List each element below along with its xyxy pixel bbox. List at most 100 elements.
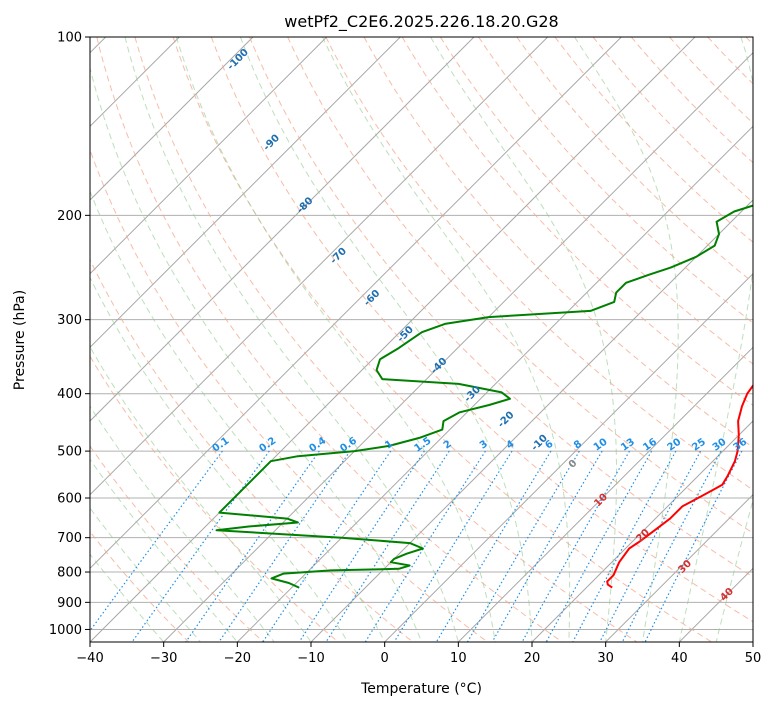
isotherm [163, 51, 753, 642]
traces [215, 204, 753, 589]
dry-adiabat [745, 37, 753, 46]
mixing-ratio-line [393, 450, 513, 642]
y-tick-label: 1000 [49, 623, 82, 638]
dry-adiabat [287, 37, 753, 534]
x-tick-label: −20 [224, 651, 251, 666]
x-tick-label: −40 [76, 651, 103, 666]
x-axis-label: Temperature (°C) [360, 681, 482, 697]
moist-adiabat [430, 37, 617, 642]
y-tick-label: 700 [57, 531, 82, 546]
dry-adiabat [172, 37, 713, 642]
dry-adiabat-label: -60 [362, 288, 383, 309]
dry-adiabat [210, 37, 753, 623]
moist-adiabat [239, 37, 533, 642]
x-axis: −40 −30 −20 −10 0 10 20 30 40 50 [76, 642, 761, 666]
isotherm [90, 37, 549, 496]
dry-adiabat [90, 445, 265, 642]
dry-adiabat-label: -100 [226, 47, 252, 73]
isotherm [90, 37, 622, 570]
y-axis: 100 200 300 400 500 600 700 800 900 1000 [49, 31, 90, 638]
y-tick-label: 300 [57, 313, 82, 328]
dry-adiabat-label: -90 [261, 133, 282, 154]
isotherm [752, 641, 753, 642]
moist-adiabat [175, 37, 496, 642]
isotherm [310, 199, 753, 642]
mixing-ratio-line [90, 450, 223, 632]
mixing-ratio-line [262, 450, 392, 642]
mixing-ratio-label: 4 [505, 439, 517, 452]
dry-adiabat-label: -10 [529, 433, 550, 454]
dry-adiabat [478, 37, 753, 324]
mixing-ratio-line [572, 450, 677, 642]
dry-adiabat [325, 37, 753, 491]
isotherm [90, 37, 401, 349]
mixing-ratio-line [599, 450, 702, 642]
y-tick-label: 500 [57, 445, 82, 460]
x-tick-label: 50 [745, 651, 762, 666]
dry-adiabat-label: -20 [496, 410, 517, 431]
plot-frame [89, 36, 754, 643]
mixing-ratio-label: 0.4 [307, 435, 328, 454]
dry-adiabat [669, 37, 753, 124]
moist-adiabat-label: 10 [592, 492, 610, 510]
isotherm [90, 37, 475, 422]
isotherm [531, 420, 753, 642]
moist-adiabat [124, 37, 459, 642]
dry-adiabat [439, 37, 753, 365]
dry-adiabat [707, 37, 753, 85]
mixing-ratio-line [131, 450, 270, 642]
mixing-ratio-label: 3 [478, 439, 490, 452]
y-axis-label: Pressure (hPa) [12, 290, 28, 390]
moist-adiabat [90, 553, 165, 642]
dry-adiabat [90, 148, 489, 642]
moist-adiabat [90, 405, 275, 642]
isotherm [384, 272, 753, 642]
dry-adiabat [516, 37, 753, 284]
dry-adiabat [90, 355, 339, 642]
isotherm [90, 37, 696, 642]
moist-adiabat [90, 65, 422, 642]
dry-adiabat [363, 37, 753, 448]
background-lines [90, 37, 753, 642]
y-tick-label: 600 [57, 492, 82, 507]
mixing-ratio-line [435, 450, 552, 642]
y-tick-label: 200 [57, 209, 82, 224]
moist-adiabat [90, 276, 349, 642]
mixing-ratio-label: 0.1 [211, 435, 232, 454]
x-tick-label: 0 [381, 651, 389, 666]
mixing-ratio-line [621, 450, 722, 642]
isotherm [236, 125, 753, 642]
mixing-ratio-line [545, 450, 653, 642]
dry-adiabat [554, 37, 753, 243]
moist-adiabat [678, 37, 753, 642]
isotherm [457, 346, 753, 642]
dry-adiabat [592, 37, 753, 203]
y-tick-label: 100 [57, 31, 82, 46]
mixing-ratio-label: 8 [572, 439, 584, 452]
moist-adiabat [715, 498, 753, 642]
mixing-ratio-line [466, 450, 580, 642]
x-tick-label: −10 [297, 651, 324, 666]
profile-line [215, 204, 753, 589]
profile-line [606, 383, 753, 589]
x-tick-label: 10 [450, 651, 467, 666]
moist-adiabat [574, 37, 679, 642]
dry-adiabat-label: -70 [328, 246, 349, 267]
isotherm [678, 567, 753, 642]
isotherm [90, 37, 328, 275]
moist-adiabat [90, 458, 238, 642]
dry-adiabat-label: -50 [395, 324, 416, 345]
y-tick-label: 900 [57, 596, 82, 611]
mixing-ratio-line [325, 450, 450, 642]
mixing-ratio-line [298, 450, 425, 642]
mixing-ratio-line [364, 450, 486, 642]
dry-adiabat [249, 37, 753, 578]
y-tick-label: 800 [57, 566, 82, 581]
x-tick-label: 30 [597, 651, 614, 666]
mixing-ratio-label: 2 [442, 439, 454, 452]
y-tick-label: 400 [57, 387, 82, 402]
dry-adiabat [90, 258, 414, 642]
chart-title: wetPf2_C2E6.2025.226.18.20.G28 [284, 12, 558, 32]
mixing-ratio-line [644, 450, 743, 642]
